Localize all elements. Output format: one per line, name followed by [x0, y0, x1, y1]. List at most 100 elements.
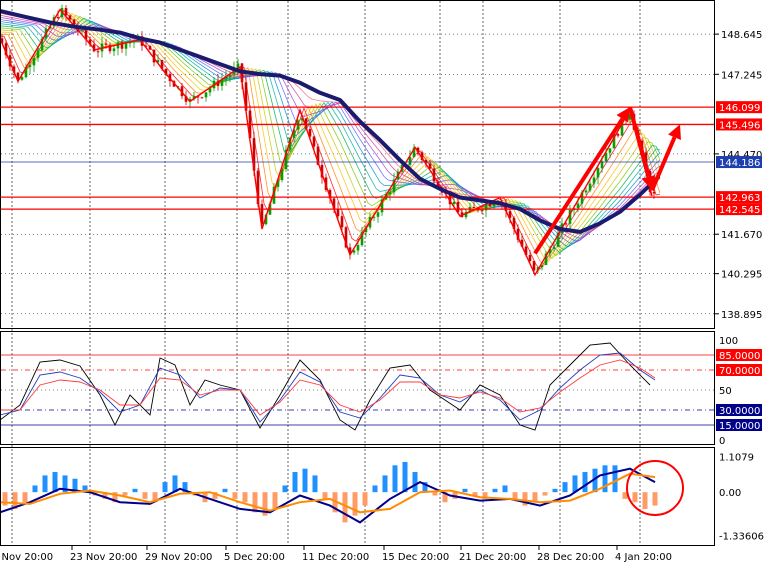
- stochastic-panel-border: [0, 331, 715, 445]
- price-tick-label: 148.645: [721, 30, 762, 41]
- level-tag-bg-4: [716, 203, 762, 216]
- candle-body: [492, 203, 496, 207]
- stochastic-lines: [0, 342, 656, 431]
- candle-body: [208, 88, 212, 93]
- macd-bar: [362, 492, 368, 506]
- zigzag-polyline: [0, 8, 653, 277]
- candle-body: [540, 264, 544, 268]
- macd-bar: [2, 492, 8, 506]
- macd-bar: [182, 482, 188, 493]
- price-tick-label: 138.895: [721, 310, 762, 321]
- arrow-head-2: [668, 124, 681, 140]
- candle-body: [608, 148, 612, 153]
- price-tick-label: 144.470: [721, 150, 762, 161]
- candle-body: [4, 43, 8, 56]
- candle-body: [236, 63, 240, 69]
- macd-bar: [82, 485, 88, 493]
- macd-bar: [102, 492, 108, 499]
- candle-body: [260, 204, 264, 225]
- candle-body: [628, 113, 632, 120]
- macd-bar: [632, 492, 638, 503]
- macd-bar: [32, 485, 38, 493]
- macd-bar: [522, 492, 528, 506]
- candle-body: [84, 30, 88, 40]
- stoch-level-tag-bg-1: [716, 364, 762, 376]
- candle-body: [224, 77, 228, 80]
- candle-body: [56, 17, 60, 19]
- candle-body: [220, 79, 224, 86]
- candle-body: [332, 198, 336, 209]
- macd-bar: [312, 475, 318, 493]
- candle-body: [272, 186, 276, 204]
- macd-bar: [212, 492, 218, 499]
- candle-body: [312, 136, 316, 147]
- trend-arrows: [533, 106, 681, 255]
- stoch-level-tag-bg-0: [716, 349, 762, 361]
- candle-body: [132, 41, 136, 43]
- candle-body: [160, 60, 164, 69]
- candle-body: [620, 118, 624, 136]
- candle-body: [284, 149, 288, 170]
- candle-body: [392, 179, 396, 193]
- candle-body: [356, 245, 360, 251]
- level-tag-label: 144.186: [719, 158, 760, 169]
- macd-bar: [372, 485, 378, 493]
- macd-bar: [322, 492, 328, 499]
- candle-body: [280, 169, 284, 181]
- candle-body: [436, 181, 440, 188]
- macd-bar: [292, 472, 298, 493]
- macd-bar: [382, 475, 388, 493]
- candle-body: [108, 44, 112, 52]
- zigzag-line: [0, 8, 653, 277]
- stoch-tick-label: 100: [719, 336, 738, 347]
- candle-body: [276, 180, 280, 187]
- macd-bar: [272, 492, 278, 509]
- price-panel-border: [0, 0, 715, 329]
- time-tick-label: 29 Nov 20:00: [145, 552, 212, 563]
- candle-body: [156, 60, 160, 63]
- macd-bar: [582, 472, 588, 493]
- candle-body: [308, 129, 312, 137]
- macd-tick-label: 1.1079: [719, 453, 754, 464]
- macd-bar: [112, 492, 118, 503]
- candle-body: [64, 8, 68, 16]
- candle-body: [452, 201, 456, 205]
- candle-body: [376, 212, 380, 217]
- time-tick-label: 7 Nov 20:00: [0, 552, 53, 563]
- candle-body: [420, 152, 424, 160]
- candle-body: [316, 146, 320, 165]
- macd-histogram: [2, 461, 658, 523]
- candle-body: [80, 30, 84, 32]
- candle-body: [336, 208, 340, 217]
- macd-bar: [542, 492, 548, 496]
- macd-bar: [62, 475, 68, 493]
- arrow-head-0: [616, 107, 630, 123]
- candle-body: [112, 48, 116, 52]
- price-tick-label: 140.295: [721, 270, 762, 281]
- candle-body: [472, 206, 476, 208]
- candle-body: [304, 118, 308, 130]
- stochastic-axis: 85.0000 70.0000 30.0000 15.0000 100 50 0: [716, 336, 762, 447]
- macd-bar: [12, 492, 18, 509]
- candle-body: [364, 227, 368, 233]
- macd-bar: [462, 488, 468, 493]
- macd-axis: 1.1079 0.00 -1.33606: [719, 453, 764, 543]
- candle-body: [480, 210, 484, 212]
- candle-body: [120, 42, 124, 49]
- macd-bar: [562, 482, 568, 493]
- candle-body: [104, 43, 108, 45]
- candle-body: [600, 161, 604, 169]
- macd-bar: [142, 492, 148, 499]
- macd-bar: [652, 492, 658, 506]
- arrow-shaft-0: [533, 117, 625, 255]
- price-tick-label: 147.245: [721, 70, 762, 81]
- candle-body: [32, 57, 36, 66]
- time-tick-label: 23 Nov 20:00: [70, 552, 137, 563]
- candle-body: [152, 49, 156, 63]
- candle-body: [340, 216, 344, 228]
- candle-body: [456, 201, 460, 213]
- macd-bar: [152, 492, 158, 503]
- arrow-shaft-2: [650, 136, 677, 192]
- level-tag-label: 146.099: [719, 103, 760, 114]
